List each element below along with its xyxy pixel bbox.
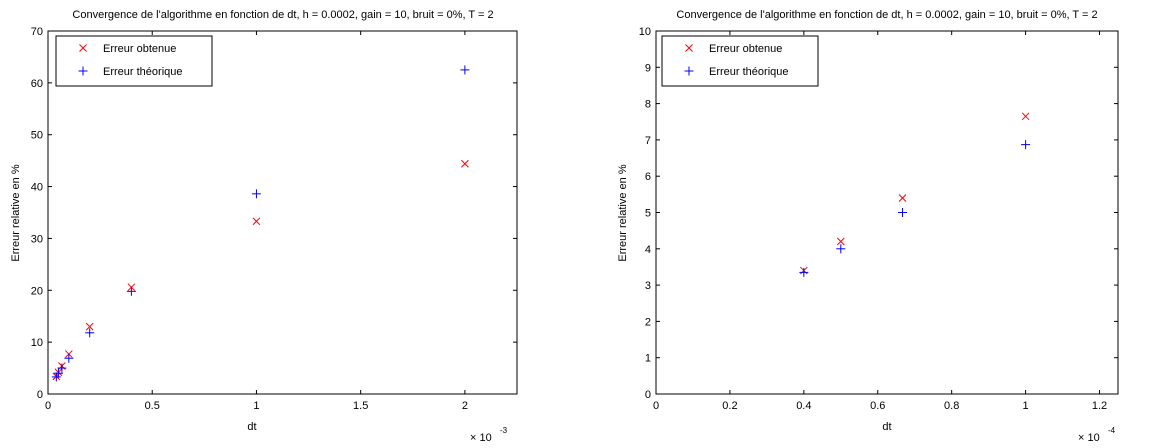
point-theoretical	[836, 244, 846, 254]
chart-left: Convergence de l'algorithme en fonction …	[10, 9, 518, 444]
y-tick-label: 2	[645, 316, 651, 328]
legend: Erreur obtenue Erreur théorique	[55, 35, 213, 87]
point-theoretical	[85, 328, 95, 338]
chart-title: Convergence de l'algorithme en fonction …	[676, 9, 1097, 21]
marker-stroke	[252, 217, 261, 226]
x-tick-label: 0.8	[944, 400, 959, 412]
point-theoretical	[64, 353, 74, 363]
y-tick-label: 20	[31, 285, 43, 297]
y-tick-label: 6	[645, 171, 651, 183]
x-tick-label: 1	[1023, 400, 1029, 412]
y-tick-label: 7	[645, 135, 651, 147]
x-axis-exponent: -4	[1108, 426, 1116, 435]
point-theoretical	[53, 368, 63, 378]
legend-marker-obtained	[685, 44, 693, 52]
legend-label-theoretical: Erreur théorique	[709, 66, 789, 78]
x-axis-label: dt	[247, 421, 256, 433]
axes: 0 0.2 0.4 0.6 0.8 1 1.2 0 1 2 3 4 5 6 7 8 9 10	[639, 26, 1119, 412]
marker-stroke	[1021, 112, 1030, 121]
point-theoretical	[251, 189, 261, 199]
point-theoretical	[51, 372, 61, 382]
x-tick-label: 1.2	[1092, 400, 1107, 412]
legend-label-theoretical: Erreur théorique	[103, 66, 183, 78]
x-tick-label: 0	[653, 400, 659, 412]
y-tick-label: 0	[645, 389, 651, 401]
x-tick-label: 0.4	[796, 400, 811, 412]
y-axis-label: Erreur relative en %	[617, 164, 629, 261]
point-obtained	[1021, 112, 1030, 121]
legend-label-obtained: Erreur obtenue	[709, 43, 782, 55]
x-tick-label: 1.5	[353, 400, 368, 412]
legend-marker-glyph	[685, 44, 693, 52]
point-obtained	[461, 159, 469, 168]
legend-marker-glyph	[78, 66, 88, 76]
point-obtained	[898, 194, 907, 202]
y-tick-label: 8	[645, 99, 651, 111]
y-tick-label: 5	[645, 208, 651, 220]
marker-stroke	[79, 44, 87, 52]
x-axis-multiplier: × 10	[470, 432, 492, 444]
y-tick-label: 3	[645, 280, 651, 292]
x-tick-label: 0.5	[145, 400, 160, 412]
y-tick-label: 50	[31, 130, 43, 142]
x-axis-label: dt	[882, 421, 891, 433]
legend-box	[661, 35, 819, 87]
y-tick-label: 0	[37, 389, 43, 401]
legend-marker-glyph	[79, 44, 87, 52]
chart-right: Convergence de l'algorithme en fonction …	[617, 9, 1119, 444]
x-axis-multiplier: × 10	[1078, 432, 1100, 444]
y-tick-label: 10	[31, 337, 43, 349]
x-tick-label: 0.6	[870, 400, 885, 412]
point-theoretical	[460, 65, 470, 75]
y-tick-label: 4	[645, 244, 651, 256]
x-tick-label: 0	[45, 400, 51, 412]
point-theoretical	[126, 286, 136, 296]
legend: Erreur obtenue Erreur théorique	[661, 35, 819, 87]
chart-title: Convergence de l'algorithme en fonction …	[72, 9, 493, 21]
marker-stroke	[898, 194, 907, 202]
y-axis-label: Erreur relative en %	[10, 164, 22, 261]
y-tick-label: 10	[639, 26, 651, 38]
x-axis-exponent: -3	[500, 426, 508, 435]
data-points	[799, 112, 1031, 277]
legend-marker-glyph	[684, 66, 694, 76]
marker-stroke	[685, 44, 693, 52]
x-tick-label: 1	[253, 400, 259, 412]
legend-marker-theoretical	[78, 66, 88, 76]
legend-box	[55, 35, 213, 87]
y-tick-label: 9	[645, 62, 651, 74]
x-tick-label: 0.2	[722, 400, 737, 412]
point-theoretical	[57, 363, 67, 373]
point-obtained	[252, 217, 261, 226]
point-theoretical	[1021, 140, 1031, 150]
legend-label-obtained: Erreur obtenue	[103, 43, 176, 55]
y-tick-label: 1	[645, 353, 651, 365]
point-obtained	[836, 237, 845, 246]
y-tick-label: 70	[31, 26, 43, 38]
legend-marker-obtained	[79, 44, 87, 52]
y-tick-label: 60	[31, 78, 43, 90]
point-theoretical	[799, 267, 809, 277]
data-points	[51, 65, 470, 382]
point-obtained	[85, 322, 94, 331]
y-tick-label: 30	[31, 233, 43, 245]
plot-frame	[47, 30, 518, 395]
marker-stroke	[85, 322, 94, 331]
marker-stroke	[461, 159, 469, 168]
point-theoretical	[898, 208, 908, 217]
y-tick-label: 40	[31, 182, 43, 194]
x-tick-label: 2	[462, 400, 468, 412]
marker-stroke	[836, 237, 845, 246]
legend-marker-theoretical	[684, 66, 694, 76]
